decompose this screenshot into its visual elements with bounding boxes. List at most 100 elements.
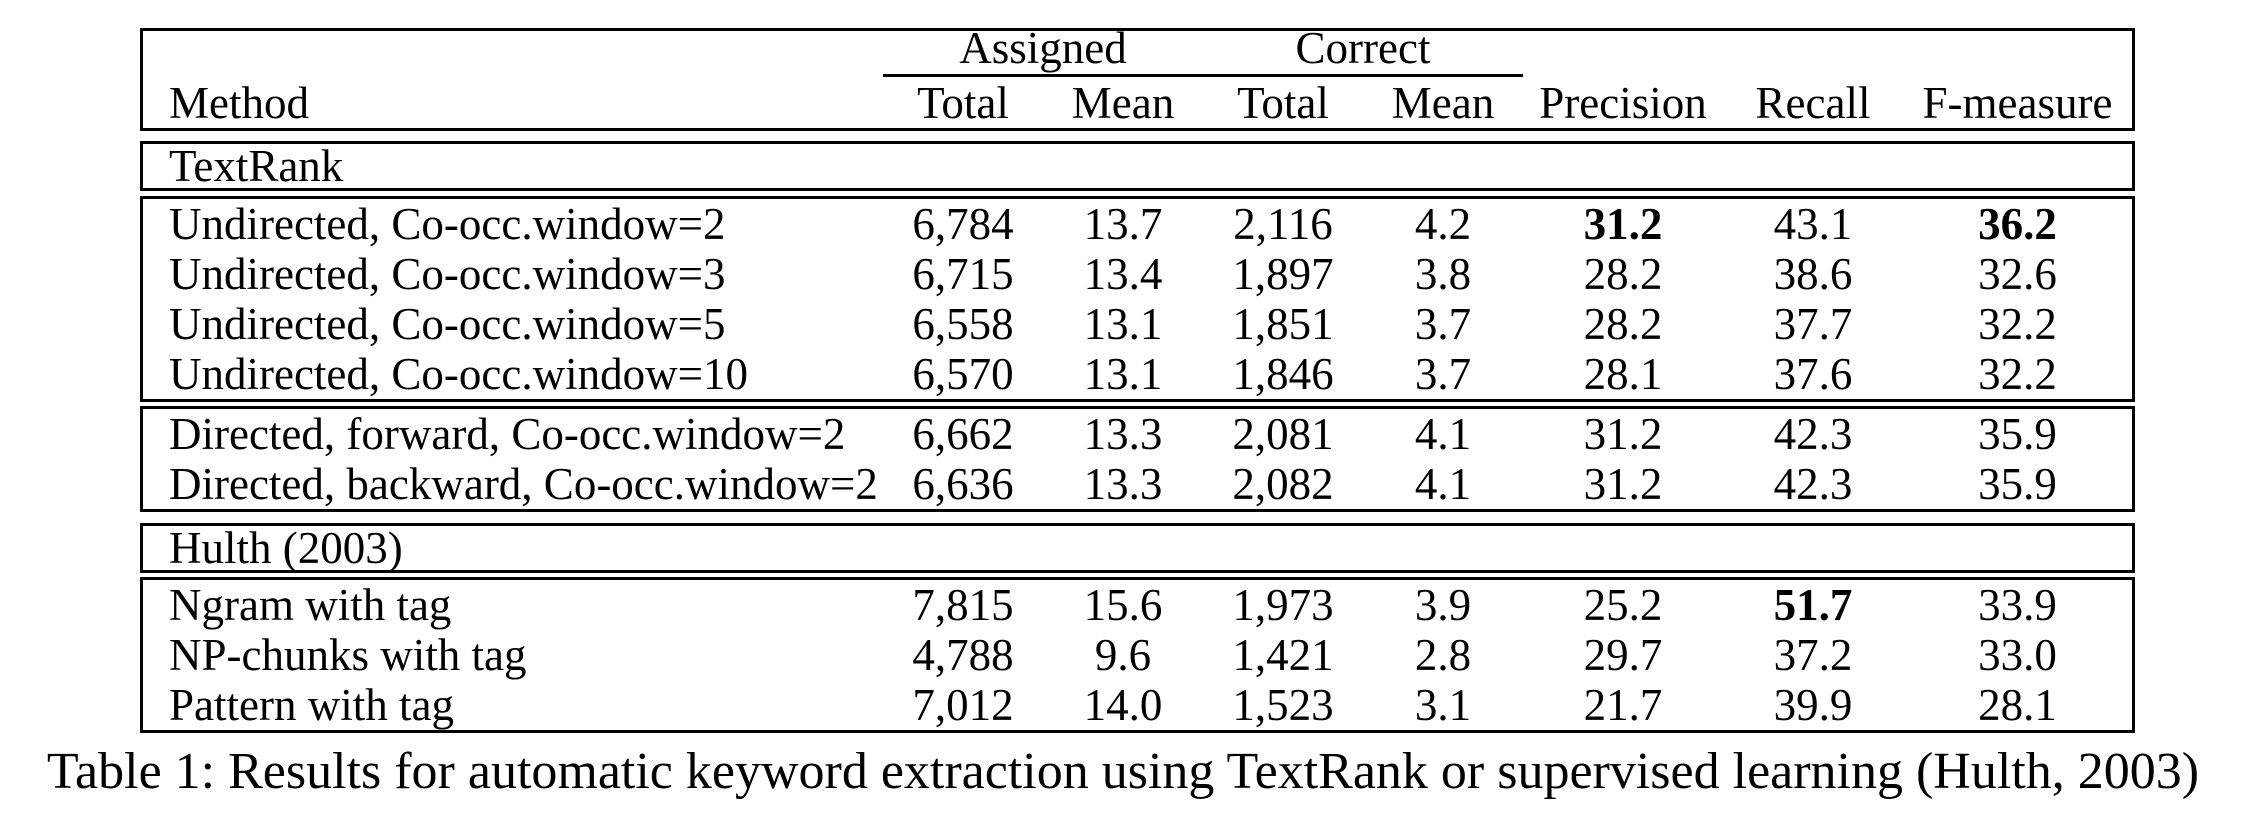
- cell-assigned-mean: 13.1: [1083, 349, 1163, 399]
- section-header-textrank: TextRank: [140, 141, 2135, 191]
- cell-method: Undirected, Co-occ.window=2: [169, 199, 726, 249]
- section-header-hulth: Hulth (2003): [140, 523, 2135, 573]
- cell-precision: 29.7: [1583, 630, 1663, 680]
- cell-correct-total: 1,523: [1232, 680, 1334, 730]
- cell-assigned-mean: 13.7: [1083, 199, 1163, 249]
- table-caption: Table 1: Results for automatic keyword e…: [46, 743, 2200, 800]
- results-table: Assigned Correct Method Total Mean Total…: [140, 23, 2135, 733]
- cell-method: Undirected, Co-occ.window=5: [169, 299, 726, 349]
- cell-assigned-mean: 9.6: [1094, 630, 1152, 680]
- cell-correct-total: 2,116: [1233, 199, 1333, 249]
- rows-group-hulth: Ngram with tag 7,815 15.6 1,973 3.9 25.2…: [140, 577, 2135, 733]
- cell-method: Undirected, Co-occ.window=3: [169, 249, 726, 299]
- column-header-assigned-total: Total: [917, 77, 1009, 128]
- column-group-correct: Correct: [1295, 23, 1431, 73]
- cell-recall: 51.7: [1773, 580, 1853, 630]
- rows-group-undirected: Undirected, Co-occ.window=2 6,784 13.7 2…: [140, 196, 2135, 402]
- cell-fmeasure: 32.6: [1978, 249, 2057, 299]
- cell-correct-total: 2,082: [1232, 459, 1334, 509]
- cell-precision: 25.2: [1583, 580, 1663, 630]
- column-header-fmeasure: F-measure: [1922, 77, 2113, 128]
- cell-correct-total: 1,421: [1232, 630, 1334, 680]
- cell-correct-total: 1,846: [1232, 349, 1334, 399]
- cell-correct-mean: 3.9: [1414, 580, 1472, 630]
- rows-group-directed: Directed, forward, Co-occ.window=2 6,662…: [140, 406, 2135, 512]
- cell-assigned-total: 6,570: [912, 349, 1014, 399]
- table-row: Directed, backward, Co-occ.window=2 6,63…: [143, 459, 2132, 509]
- cell-correct-mean: 2.8: [1414, 630, 1472, 680]
- column-header-correct-mean: Mean: [1391, 77, 1495, 128]
- cell-correct-mean: 4.2: [1414, 199, 1472, 249]
- cell-recall: 38.6: [1773, 249, 1853, 299]
- cell-assigned-mean: 13.3: [1083, 409, 1163, 459]
- cell-correct-total: 1,897: [1232, 249, 1334, 299]
- column-header-assigned-mean: Mean: [1071, 77, 1175, 128]
- column-header-recall: Recall: [1755, 77, 1871, 128]
- cell-correct-mean: 4.1: [1414, 409, 1472, 459]
- section-label-row: Hulth (2003): [143, 523, 2132, 573]
- cell-recall: 42.3: [1773, 409, 1853, 459]
- cell-precision: 21.7: [1583, 680, 1663, 730]
- cell-fmeasure: 33.0: [1978, 630, 2057, 680]
- cell-recall: 43.1: [1773, 199, 1853, 249]
- cell-precision: 31.2: [1583, 459, 1663, 509]
- table-row: Undirected, Co-occ.window=3 6,715 13.4 1…: [143, 249, 2132, 299]
- cell-precision: 28.1: [1583, 349, 1663, 399]
- cell-precision: 31.2: [1583, 409, 1663, 459]
- cell-assigned-total: 6,784: [912, 199, 1014, 249]
- cell-precision: 28.2: [1583, 299, 1663, 349]
- cell-assigned-mean: 13.3: [1083, 459, 1163, 509]
- cell-correct-mean: 3.8: [1414, 249, 1472, 299]
- table-row: Undirected, Co-occ.window=5 6,558 13.1 1…: [143, 299, 2132, 349]
- cell-correct-mean: 4.1: [1414, 459, 1472, 509]
- column-header-method: Method: [169, 77, 309, 128]
- cell-precision: 31.2: [1583, 199, 1663, 249]
- cell-assigned-mean: 13.1: [1083, 299, 1163, 349]
- table-row: Directed, forward, Co-occ.window=2 6,662…: [143, 409, 2132, 459]
- cell-recall: 37.6: [1773, 349, 1853, 399]
- cell-method: Undirected, Co-occ.window=10: [169, 349, 748, 399]
- cell-method: Directed, backward, Co-occ.window=2: [169, 459, 878, 509]
- cell-correct-total: 1,851: [1232, 299, 1334, 349]
- cell-fmeasure: 36.2: [1978, 199, 2057, 249]
- cell-fmeasure: 35.9: [1978, 409, 2057, 459]
- cell-recall: 39.9: [1773, 680, 1853, 730]
- section-label: TextRank: [169, 141, 344, 191]
- cell-assigned-total: 6,558: [912, 299, 1014, 349]
- cell-assigned-total: 6,636: [912, 459, 1014, 509]
- table-row: Ngram with tag 7,815 15.6 1,973 3.9 25.2…: [143, 580, 2132, 630]
- cell-correct-total: 1,973: [1232, 580, 1334, 630]
- table-row: Pattern with tag 7,012 14.0 1,523 3.1 21…: [143, 680, 2132, 730]
- column-group-assigned: Assigned: [959, 23, 1127, 73]
- cell-assigned-total: 7,815: [912, 580, 1014, 630]
- column-group-underline: Assigned Correct: [883, 23, 1523, 77]
- cell-assigned-total: 4,788: [912, 630, 1014, 680]
- table-header: Assigned Correct Method Total Mean Total…: [140, 23, 2135, 131]
- cell-recall: 37.7: [1773, 299, 1853, 349]
- cell-assigned-mean: 15.6: [1083, 580, 1163, 630]
- cell-method: NP-chunks with tag: [169, 630, 527, 680]
- section-label-row: TextRank: [143, 141, 2132, 191]
- table-row: Undirected, Co-occ.window=2 6,784 13.7 2…: [143, 199, 2132, 249]
- cell-fmeasure: 33.9: [1978, 580, 2057, 630]
- cell-recall: 37.2: [1773, 630, 1853, 680]
- cell-precision: 28.2: [1583, 249, 1663, 299]
- column-header-precision: Precision: [1539, 77, 1707, 128]
- cell-correct-mean: 3.7: [1414, 349, 1472, 399]
- cell-fmeasure: 35.9: [1978, 459, 2057, 509]
- cell-fmeasure: 32.2: [1978, 349, 2057, 399]
- cell-assigned-total: 6,662: [912, 409, 1014, 459]
- cell-correct-mean: 3.1: [1414, 680, 1472, 730]
- cell-method: Directed, forward, Co-occ.window=2: [169, 409, 846, 459]
- cell-assigned-total: 7,012: [912, 680, 1014, 730]
- cell-method: Ngram with tag: [169, 580, 452, 630]
- cell-fmeasure: 32.2: [1978, 299, 2057, 349]
- table-row: Undirected, Co-occ.window=10 6,570 13.1 …: [143, 349, 2132, 399]
- cell-fmeasure: 28.1: [1978, 680, 2057, 730]
- cell-recall: 42.3: [1773, 459, 1853, 509]
- cell-correct-total: 2,081: [1232, 409, 1334, 459]
- cell-method: Pattern with tag: [169, 680, 454, 730]
- section-label: Hulth (2003): [169, 523, 403, 573]
- column-header-correct-total: Total: [1237, 77, 1329, 128]
